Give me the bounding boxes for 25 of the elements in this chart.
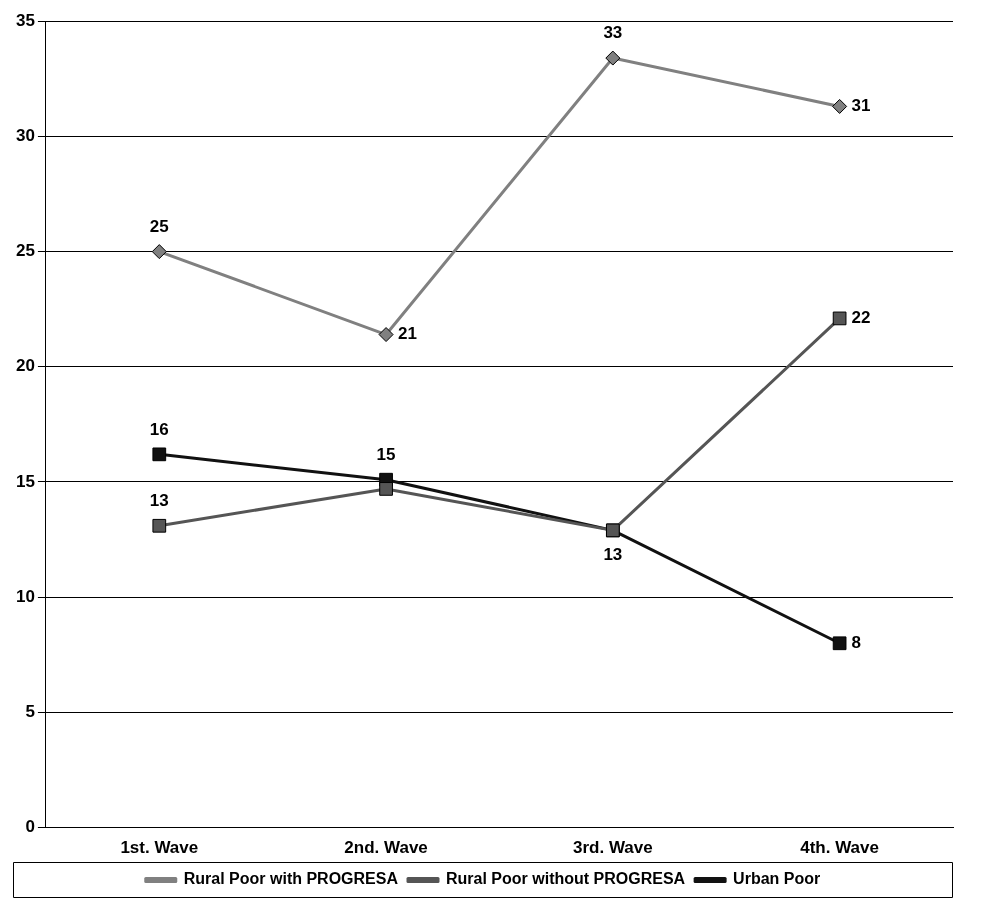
legend-label: Rural Poor without PROGRESA bbox=[446, 870, 686, 888]
y-tick-label: 35 bbox=[15, 10, 35, 30]
data-label: 13 bbox=[603, 544, 623, 564]
x-tick-label: 1st. Wave bbox=[120, 838, 199, 858]
legend-label: Rural Poor with PROGRESA bbox=[183, 870, 399, 888]
legend-label: Urban Poor bbox=[733, 870, 821, 888]
data-label: 31 bbox=[851, 96, 871, 116]
data-label: 21 bbox=[398, 324, 417, 344]
data-label: 22 bbox=[851, 308, 871, 328]
data-label: 13 bbox=[149, 490, 169, 510]
data-label: 15 bbox=[376, 444, 396, 464]
x-tick-label: 3rd. Wave bbox=[573, 838, 653, 858]
data-label: 16 bbox=[149, 419, 169, 439]
y-tick-label: 20 bbox=[15, 356, 35, 376]
data-label: 25 bbox=[149, 216, 169, 236]
y-tick-label: 10 bbox=[15, 586, 35, 606]
data-label: 8 bbox=[851, 632, 862, 652]
y-tick-label: 30 bbox=[15, 126, 35, 146]
y-tick-label: 15 bbox=[15, 471, 35, 491]
y-tick-label: 25 bbox=[15, 241, 35, 261]
y-tick-label: 5 bbox=[25, 702, 35, 722]
data-label: 33 bbox=[603, 23, 623, 43]
y-tick-label: 0 bbox=[25, 817, 35, 837]
x-tick-label: 4th. Wave bbox=[800, 838, 879, 858]
x-tick-label: 2nd. Wave bbox=[344, 838, 428, 858]
